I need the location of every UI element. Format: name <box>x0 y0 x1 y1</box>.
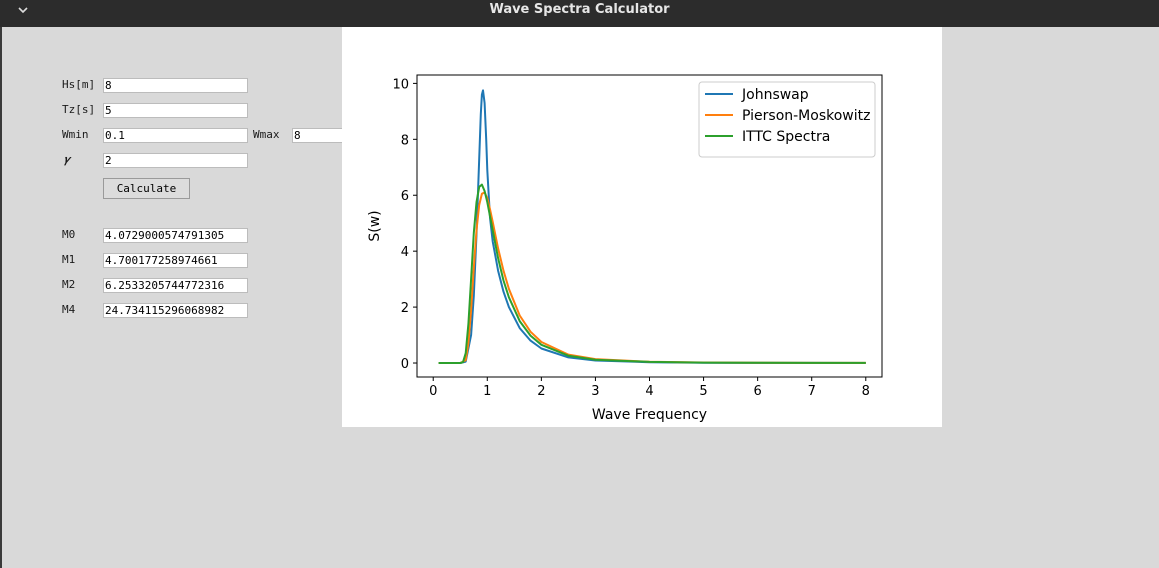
wmin-input[interactable]: 0.1 <box>103 128 248 143</box>
x-tick-label: 5 <box>699 384 707 399</box>
calculate-button[interactable]: Calculate <box>103 178 190 199</box>
m2-output[interactable]: 6.2533205744772316 <box>103 278 248 293</box>
y-tick-label: 0 <box>401 357 409 372</box>
x-axis-label: Wave Frequency <box>592 407 707 423</box>
gamma-label: 𝛾 <box>64 153 70 166</box>
wmax-label: Wmax <box>253 128 280 141</box>
title-bar: Wave Spectra Calculator <box>0 0 1159 27</box>
plot-canvas: 0 1 2 3 4 5 6 7 8 0 2 4 6 8 10 Wave Frequency S(w) Joh… <box>342 27 942 427</box>
y-tick-label: 10 <box>392 77 409 92</box>
y-axis-label: S(w) <box>367 210 383 241</box>
m1-label: M1 <box>62 253 76 266</box>
window-border <box>0 27 2 568</box>
m0-label: M0 <box>62 228 76 241</box>
m4-label: M4 <box>62 303 76 316</box>
chevron-down-icon[interactable] <box>14 2 32 18</box>
y-tick-label: 2 <box>401 301 409 316</box>
m1-output[interactable]: 4.700177258974661 <box>103 253 248 268</box>
gamma-input[interactable]: 2 <box>103 153 248 168</box>
series-line-ittc-spectra <box>438 183 866 364</box>
tz-input[interactable]: 5 <box>103 103 248 118</box>
tz-label: Tz[s] <box>62 103 96 116</box>
hs-label: Hs[m] <box>62 78 96 91</box>
wmax-input[interactable]: 8 <box>292 128 344 143</box>
wmin-label: Wmin <box>62 128 89 141</box>
y-tick-label: 6 <box>401 189 409 204</box>
x-tick-label: 8 <box>862 384 870 399</box>
x-tick-label: 1 <box>483 384 491 399</box>
legend-label: Pierson-Moskowitz <box>742 108 870 124</box>
legend-label: Johnswap <box>741 87 809 103</box>
y-tick-label: 8 <box>401 133 409 148</box>
x-tick-label: 3 <box>591 384 599 399</box>
hs-input[interactable]: 8 <box>103 78 248 93</box>
legend-box <box>698 81 876 158</box>
m4-output[interactable]: 24.734115296068982 <box>103 303 248 318</box>
x-tick-label: 0 <box>429 384 437 399</box>
m2-label: M2 <box>62 278 76 291</box>
x-tick-label: 6 <box>753 384 761 399</box>
m0-output[interactable]: 4.0729000574791305 <box>103 228 248 243</box>
window-title: Wave Spectra Calculator <box>489 2 670 17</box>
x-tick-label: 2 <box>537 384 545 399</box>
x-tick-label: 7 <box>808 384 816 399</box>
y-tick-label: 4 <box>401 245 409 260</box>
legend-label: ITTC Spectra <box>742 129 830 145</box>
spectra-chart: 0 1 2 3 4 5 6 7 8 0 2 4 6 8 10 Wave Frequency S(w) Joh… <box>367 74 883 423</box>
x-tick-label: 4 <box>645 384 653 399</box>
